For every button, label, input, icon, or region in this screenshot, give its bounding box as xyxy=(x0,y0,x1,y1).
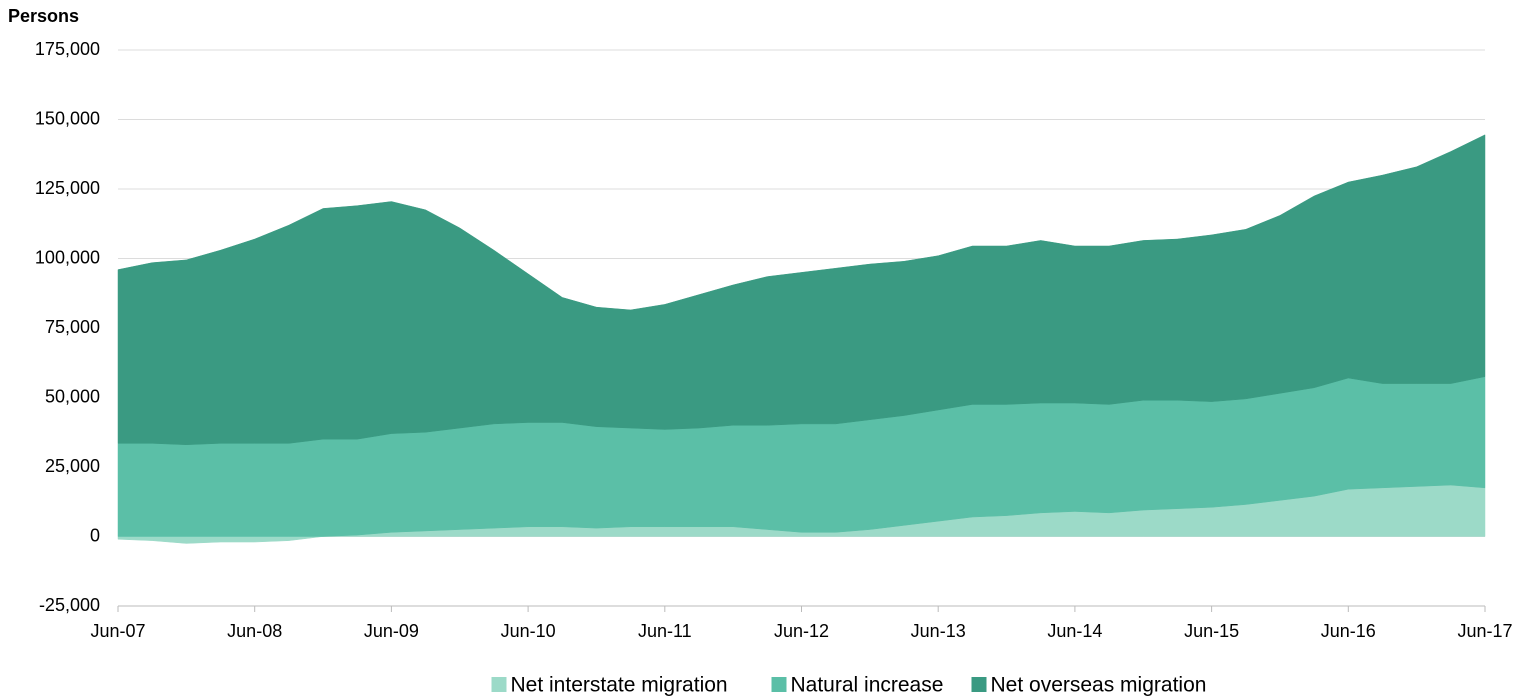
legend-swatch xyxy=(491,677,507,692)
x-tick-label: Jun-07 xyxy=(90,621,145,641)
y-tick-label: 50,000 xyxy=(45,386,100,406)
x-tick-label: Jun-12 xyxy=(774,621,829,641)
y-tick-label: 175,000 xyxy=(35,39,100,59)
x-tick-label: Jun-09 xyxy=(364,621,419,641)
y-tick-label: 125,000 xyxy=(35,178,100,198)
legend-label: Natural increase xyxy=(791,674,944,697)
x-tick-label: Jun-16 xyxy=(1321,621,1376,641)
y-tick-label: 100,000 xyxy=(35,247,100,267)
legend-swatch xyxy=(771,677,787,692)
x-tick-label: Jun-10 xyxy=(501,621,556,641)
legend-label: Net overseas migration xyxy=(991,674,1207,697)
y-tick-label: 150,000 xyxy=(35,108,100,128)
x-tick-label: Jun-14 xyxy=(1047,621,1102,641)
x-tick-label: Jun-13 xyxy=(911,621,966,641)
y-tick-label: -25,000 xyxy=(39,595,100,615)
y-tick-label: 0 xyxy=(90,525,100,545)
x-tick-label: Jun-08 xyxy=(227,621,282,641)
x-tick-label: Jun-17 xyxy=(1457,621,1512,641)
y-axis-label: Persons xyxy=(8,6,79,26)
x-tick-label: Jun-15 xyxy=(1184,621,1239,641)
y-tick-label: 25,000 xyxy=(45,456,100,476)
legend-label: Net interstate migration xyxy=(511,674,728,697)
x-tick-label: Jun-11 xyxy=(638,621,692,641)
area xyxy=(117,134,1486,446)
y-tick-label: 75,000 xyxy=(45,317,100,337)
legend-swatch xyxy=(971,677,987,692)
